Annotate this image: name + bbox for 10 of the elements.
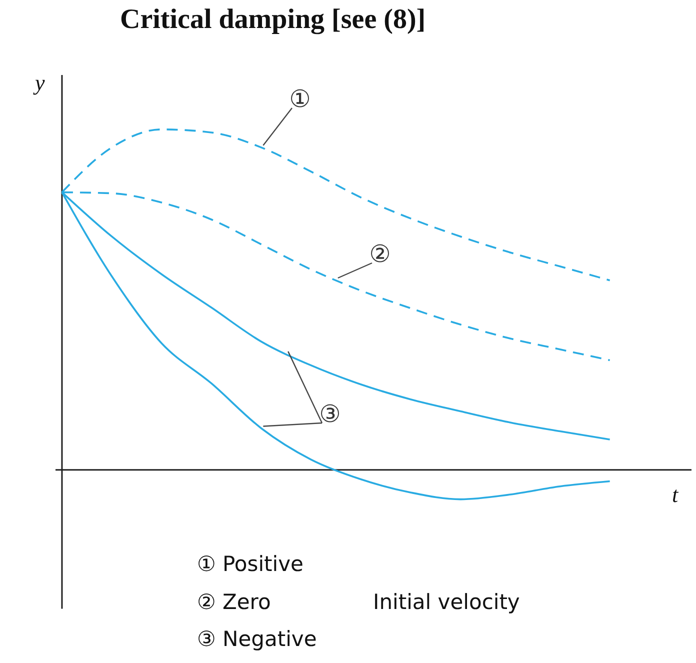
text: ① Positive bbox=[197, 552, 304, 576]
series-label: ③ bbox=[319, 400, 341, 428]
y-axis-title: y bbox=[33, 70, 45, 95]
x-axis-title: t bbox=[672, 482, 679, 507]
text: ② Zero bbox=[197, 590, 271, 614]
text: ③ Negative bbox=[197, 627, 317, 651]
text: Initial velocity bbox=[373, 590, 520, 614]
series-label: ② bbox=[369, 240, 391, 268]
series-label: ① bbox=[289, 85, 311, 113]
chart-title: Critical damping [see (8)] bbox=[120, 4, 426, 35]
